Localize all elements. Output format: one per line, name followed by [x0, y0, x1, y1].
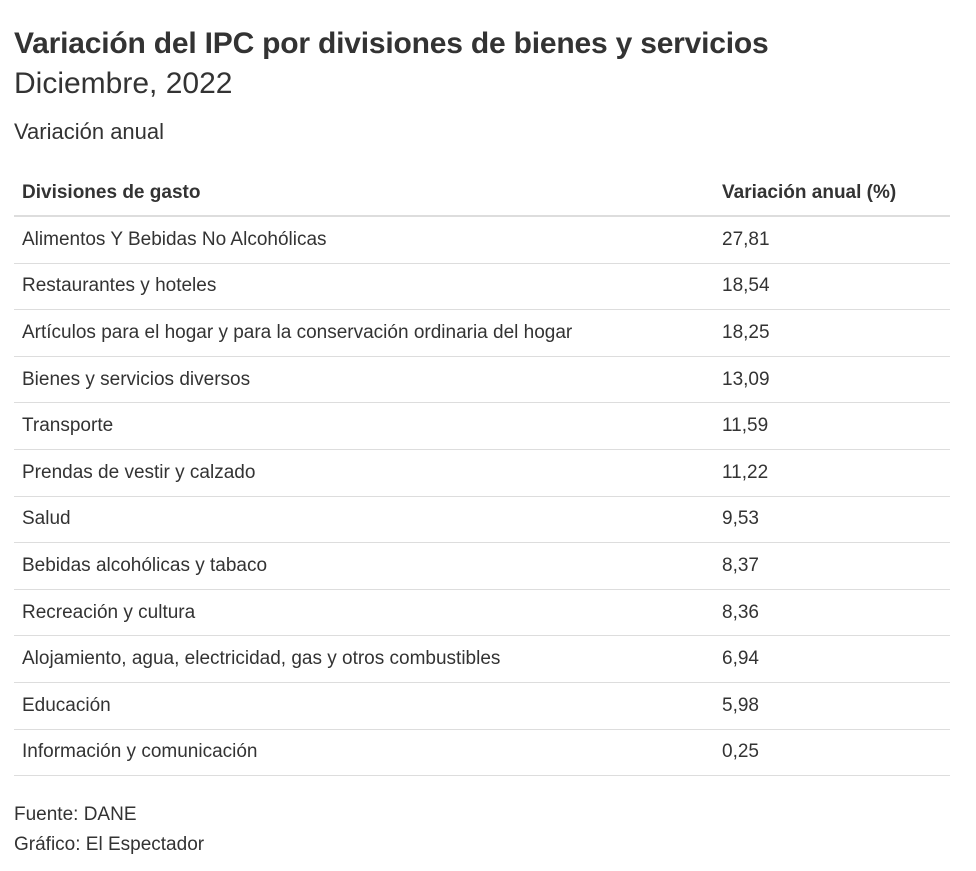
cell-division: Restaurantes y hoteles	[14, 263, 714, 311]
table-row: Restaurantes y hoteles 18,54	[14, 263, 950, 311]
source-note: Fuente: DANE	[14, 804, 137, 826]
cell-division: Información y comunicación	[14, 729, 714, 777]
table-row: Educación 5,98	[14, 682, 950, 730]
column-header-variation: Variación anual (%)	[714, 171, 950, 217]
data-table: Divisiones de gasto Variación anual (%) …	[14, 171, 950, 777]
table-row: Alimentos Y Bebidas No Alcohólicas 27,81	[14, 216, 950, 264]
cell-variation: 11,59	[714, 402, 950, 450]
cell-division: Bienes y servicios diversos	[14, 356, 714, 404]
credit-note: Gráfico: El Espectador	[14, 834, 205, 856]
table-row: Bienes y servicios diversos 13,09	[14, 356, 950, 404]
cell-variation: 13,09	[714, 356, 950, 404]
table-row: Salud 9,53	[14, 496, 950, 544]
column-header-division: Divisiones de gasto	[14, 171, 714, 217]
cell-variation: 8,37	[714, 542, 950, 590]
cell-variation: 18,54	[714, 263, 950, 311]
cell-variation: 5,98	[714, 682, 950, 730]
table-row: Bebidas alcohólicas y tabaco 8,37	[14, 542, 950, 590]
table-body: Alimentos Y Bebidas No Alcohólicas 27,81 R…	[14, 216, 950, 777]
cell-division: Artículos para el hogar y para la conser…	[14, 309, 714, 357]
cell-division: Prendas de vestir y calzado	[14, 449, 714, 497]
cell-division: Transporte	[14, 402, 714, 450]
table-row: Alojamiento, agua, electricidad, gas y o…	[14, 635, 950, 683]
cell-variation: 18,25	[714, 309, 950, 357]
cell-division: Salud	[14, 496, 714, 544]
chart-description: Variación anual	[14, 119, 165, 144]
cell-division: Alojamiento, agua, electricidad, gas y o…	[14, 635, 714, 683]
cell-division: Alimentos Y Bebidas No Alcohólicas	[14, 216, 714, 264]
chart-subtitle: Diciembre, 2022	[14, 67, 233, 100]
cell-division: Recreación y cultura	[14, 589, 714, 637]
chart-title: Variación del IPC por divisiones de bien…	[14, 27, 769, 60]
cell-division: Educación	[14, 682, 714, 730]
cell-variation: 27,81	[714, 216, 950, 264]
table-header-row: Divisiones de gasto Variación anual (%)	[14, 171, 950, 217]
cell-variation: 8,36	[714, 589, 950, 637]
cell-variation: 9,53	[714, 496, 950, 544]
table-row: Información y comunicación 0,25	[14, 729, 950, 777]
cell-variation: 6,94	[714, 635, 950, 683]
table-row: Artículos para el hogar y para la conser…	[14, 309, 950, 357]
cell-variation: 11,22	[714, 449, 950, 497]
cell-variation: 0,25	[714, 729, 950, 777]
table-row: Prendas de vestir y calzado 11,22	[14, 449, 950, 497]
cell-division: Bebidas alcohólicas y tabaco	[14, 542, 714, 590]
chart-footer: Fuente: DANE Gráfico: El Espectador	[14, 800, 962, 860]
table-row: Transporte 11,59	[14, 402, 950, 450]
table-row: Recreación y cultura 8,36	[14, 589, 950, 637]
